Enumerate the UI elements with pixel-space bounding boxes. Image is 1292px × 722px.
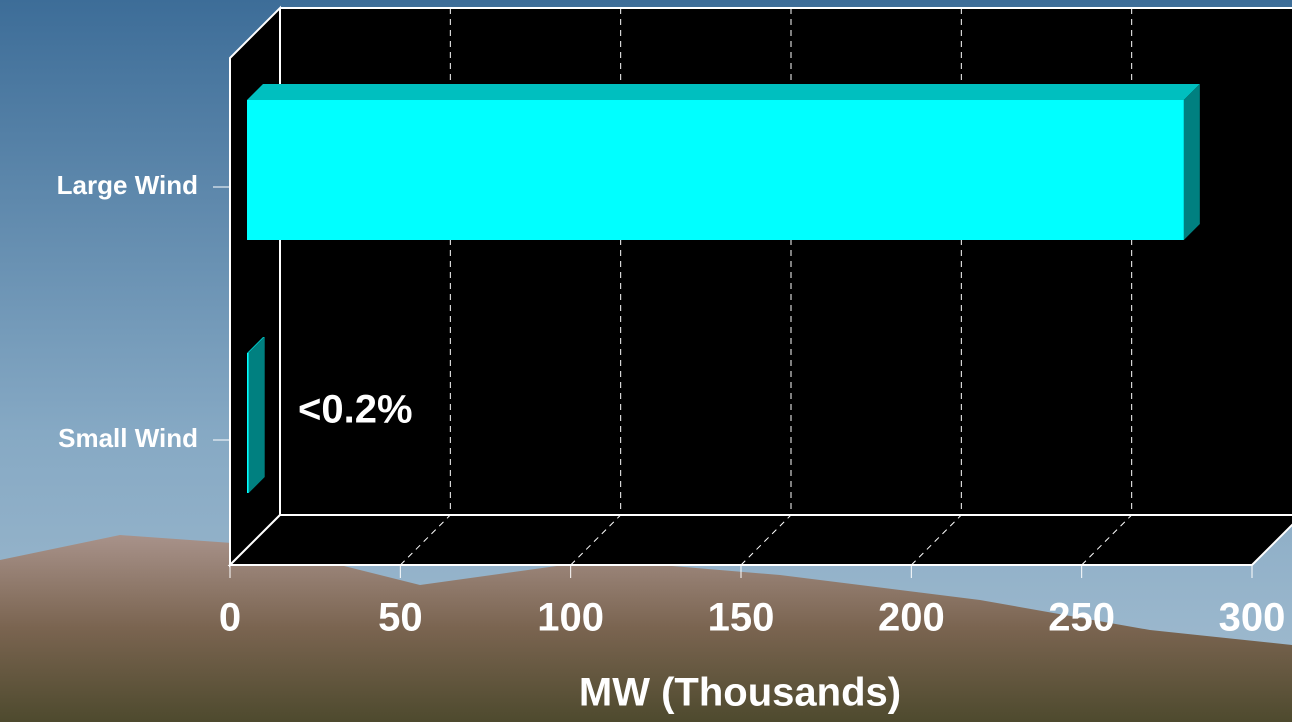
x-tick-label: 150 bbox=[708, 596, 775, 640]
x-tick-label: 100 bbox=[537, 596, 604, 640]
bar-top bbox=[247, 84, 1200, 100]
floor-grid-line bbox=[740, 514, 792, 566]
x-tick-label: 50 bbox=[378, 596, 423, 640]
y-tick-label: Small Wind bbox=[58, 423, 198, 453]
floor-grid-line bbox=[1081, 514, 1133, 566]
x-tick-label: 250 bbox=[1048, 596, 1115, 640]
bar bbox=[247, 100, 1184, 240]
floor-grid-line bbox=[570, 514, 622, 566]
x-tick-label: 300 bbox=[1219, 596, 1286, 640]
background-mountain bbox=[0, 535, 1292, 722]
annotation: <0.2% bbox=[298, 388, 413, 432]
floor-grid-line bbox=[399, 514, 451, 566]
x-tick-label: 0 bbox=[219, 596, 241, 640]
bar-top bbox=[247, 337, 265, 353]
floor-grid-line bbox=[910, 514, 962, 566]
floor bbox=[227, 514, 1292, 566]
x-tick-label: 200 bbox=[878, 596, 945, 640]
bar-side bbox=[248, 337, 265, 493]
y-tick-label: Large Wind bbox=[57, 170, 198, 200]
bar-side bbox=[1183, 84, 1200, 240]
bar bbox=[247, 353, 249, 493]
x-axis-title: MW (Thousands) bbox=[579, 671, 901, 715]
